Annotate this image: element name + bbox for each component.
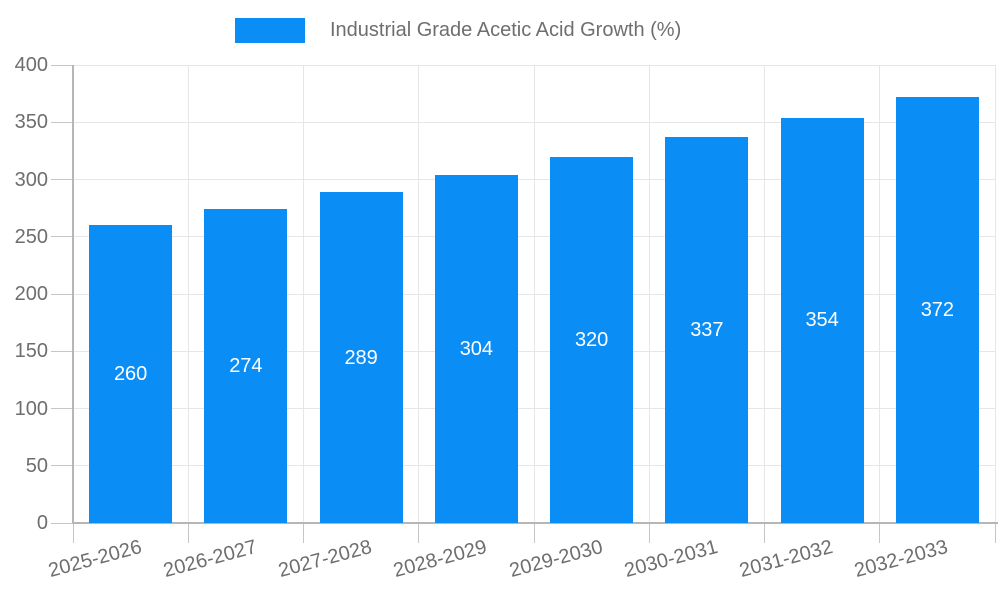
y-axis-tick (51, 465, 73, 467)
bar-value-label: 289 (344, 346, 378, 369)
gridline-vertical (764, 65, 765, 523)
gridline-vertical (303, 65, 304, 523)
y-axis-label: 400 (14, 54, 48, 76)
y-axis-tick (51, 179, 73, 180)
x-axis-tick (303, 523, 304, 543)
x-axis-label: 2029-2030 (506, 535, 605, 582)
bar-2027-2028[interactable] (319, 192, 403, 523)
x-axis-tick (72, 523, 74, 543)
legend-swatch-icon (235, 18, 305, 43)
x-axis-label: 2027-2028 (276, 535, 375, 582)
y-axis-line (72, 65, 74, 523)
y-axis-label: 300 (14, 168, 48, 191)
bar-value-label: 337 (690, 319, 724, 342)
gridline-vertical (879, 65, 881, 523)
x-axis-tick (648, 523, 650, 543)
y-axis-label: 250 (14, 225, 48, 248)
bar-value-label: 274 (229, 355, 263, 378)
gridline-vertical (533, 65, 535, 523)
gridline-vertical (418, 65, 420, 523)
legend[interactable]: Industrial Grade Acetic Acid Growth (%) (235, 18, 681, 43)
gridline-vertical (187, 65, 189, 523)
x-axis-tick (879, 523, 881, 543)
y-axis-label: 350 (14, 111, 48, 134)
x-axis-label: 2031-2032 (737, 535, 836, 582)
x-axis-tick (994, 523, 996, 543)
bar-2031-2032[interactable] (780, 117, 864, 523)
x-axis-tick (187, 523, 189, 543)
gridline-vertical (994, 65, 996, 523)
y-axis-label: 50 (25, 454, 48, 477)
x-axis-label: 2032-2033 (852, 535, 951, 582)
y-axis-tick (51, 293, 73, 295)
y-axis-tick (51, 236, 73, 238)
x-axis-tick (533, 523, 535, 543)
bar-2028-2029[interactable] (434, 174, 518, 523)
bar-value-label: 304 (459, 337, 494, 360)
y-axis-label: 0 (36, 512, 48, 534)
x-axis-label: 2026-2027 (160, 535, 260, 582)
y-axis-tick (51, 408, 73, 409)
bar-2026-2027[interactable] (204, 209, 288, 523)
bar-value-label: 372 (920, 299, 955, 322)
x-axis-tick (764, 523, 765, 543)
y-axis-label: 200 (14, 283, 48, 305)
bar-value-label: 260 (113, 363, 148, 386)
x-axis-label: 2025-2026 (45, 535, 144, 582)
bar-2030-2031[interactable] (665, 137, 749, 523)
bar-2029-2030[interactable] (550, 156, 634, 523)
y-axis-tick (51, 522, 73, 524)
y-axis-label: 100 (14, 397, 48, 420)
y-axis-tick (51, 121, 73, 123)
x-axis-line (72, 522, 998, 524)
bar-2025-2026[interactable] (89, 225, 173, 523)
legend-label: Industrial Grade Acetic Acid Growth (%) (330, 19, 682, 41)
x-axis-tick (418, 523, 420, 543)
x-axis-label: 2030-2031 (621, 535, 721, 582)
y-axis-label: 150 (14, 340, 48, 363)
y-axis-tick (51, 350, 73, 352)
bar-value-label: 320 (574, 328, 609, 351)
bar-2032-2033[interactable] (895, 97, 979, 523)
gridline-vertical (648, 65, 650, 523)
x-axis-label: 2028-2029 (391, 535, 490, 582)
bar-value-label: 354 (805, 309, 839, 332)
y-axis-tick (51, 64, 73, 66)
